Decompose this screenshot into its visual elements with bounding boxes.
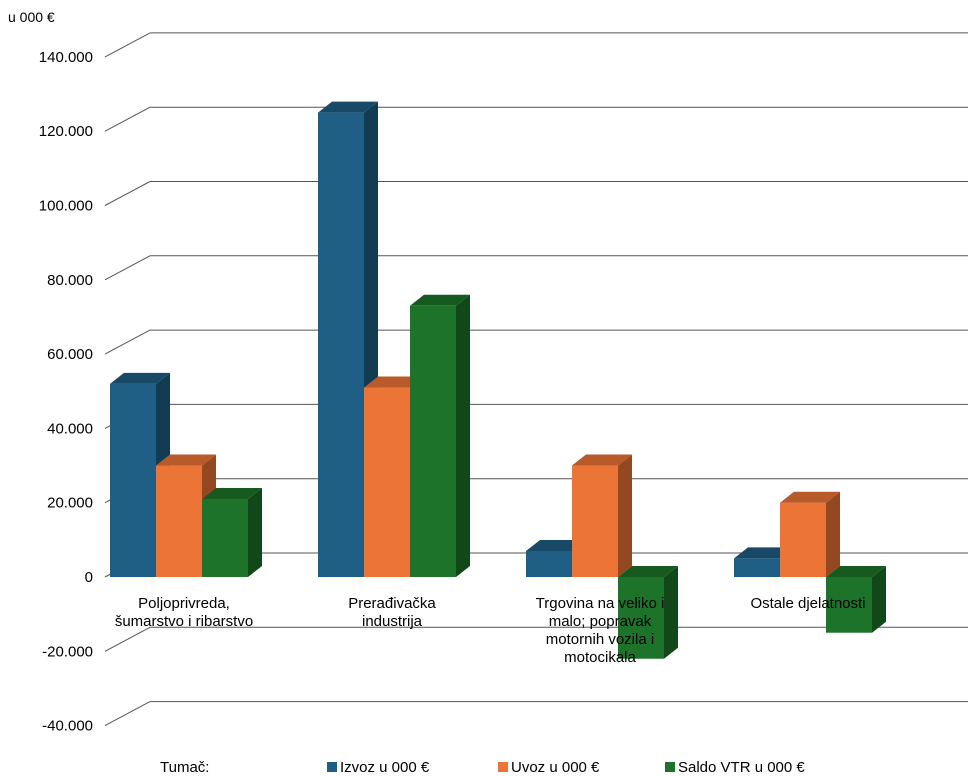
bar-top	[410, 294, 470, 306]
category-label-line: Poljoprivreda,	[138, 595, 230, 612]
unit-label: u 000 €	[8, 9, 55, 25]
y-tick-label: 20.000	[47, 495, 93, 512]
category-label: Poljoprivreda, šumarstvo i ribarstvo	[115, 595, 253, 630]
category-label-line: motornih vozila i	[546, 631, 654, 648]
bar-front	[364, 387, 410, 577]
bar	[780, 491, 840, 577]
bar-top	[780, 491, 840, 503]
category-label-line: Prerađivačka	[348, 595, 436, 612]
legend-swatch	[498, 762, 508, 772]
legend-entry: Saldo VTR u 000 €	[678, 759, 805, 776]
category-label: Trgovina na veliko i malo; popravak motorn…	[536, 595, 665, 666]
category-label: Prerađivačka industrija	[348, 595, 436, 630]
grid-line-diagonal	[104, 106, 151, 132]
bar-front	[318, 112, 364, 577]
bar	[202, 487, 262, 577]
grid-line-diagonal	[104, 32, 151, 58]
category-label-line: Trgovina na veliko i	[536, 595, 665, 612]
bar-front	[618, 577, 664, 659]
bar-front	[156, 465, 202, 577]
grid-line-diagonal	[104, 701, 151, 727]
bar-top	[826, 566, 886, 577]
category-labels: Poljoprivreda, šumarstvo i ribarstvo Prera…	[115, 595, 866, 666]
y-tick-label: 0	[85, 569, 93, 586]
bar-top	[572, 454, 632, 466]
bar-front	[202, 498, 248, 577]
y-tick-label: 80.000	[47, 272, 93, 289]
y-tick-label: -20.000	[42, 643, 93, 660]
y-tick-label: -40.000	[42, 718, 93, 735]
bar-side	[872, 566, 886, 633]
category-label: Ostale djelatnosti	[750, 595, 865, 612]
category-label-line: motocikala	[564, 649, 636, 666]
legend-swatch	[665, 762, 675, 772]
legend-entry: Uvoz u 000 €	[511, 759, 600, 776]
bar-front	[526, 550, 572, 577]
bar-front	[780, 502, 826, 577]
bar-top	[318, 101, 378, 113]
bar	[618, 566, 678, 659]
bar-front	[410, 305, 456, 577]
y-tick-label: 100.000	[39, 198, 93, 215]
y-tick-label: 60.000	[47, 346, 93, 363]
grid-line-diagonal	[104, 255, 151, 281]
bar-front	[734, 558, 780, 577]
y-tick-label: 40.000	[47, 420, 93, 437]
bar	[410, 294, 470, 577]
grid-line-diagonal	[104, 181, 151, 206]
legend-title: Tumač:	[160, 759, 209, 776]
legend: Tumač: Izvoz u 000 € Uvoz u 000 € Saldo VT…	[160, 759, 805, 776]
bar-side	[618, 454, 632, 577]
y-tick-label: 140.000	[39, 49, 93, 66]
bar-top	[110, 372, 170, 384]
bar-top	[202, 487, 262, 499]
bar	[826, 566, 886, 633]
bar-top	[364, 376, 424, 388]
bars	[110, 101, 886, 659]
bar	[572, 454, 632, 577]
bar-top	[618, 566, 678, 577]
legend-entry: Izvoz u 000 €	[340, 759, 430, 776]
bar-top	[734, 547, 794, 559]
category-label-line: industrija	[362, 613, 423, 630]
category-label-line: malo; popravak	[549, 613, 652, 630]
bar-front	[110, 383, 156, 577]
bar-side	[664, 566, 678, 659]
bar-front	[572, 465, 618, 577]
bar-front	[826, 577, 872, 633]
bar-top	[156, 454, 216, 466]
bar-side	[248, 487, 262, 577]
grid-line-diagonal	[104, 329, 151, 355]
legend-swatch	[327, 762, 337, 772]
bar-side	[456, 294, 470, 577]
bar-side	[826, 491, 840, 577]
bar-top	[526, 539, 586, 551]
grid-line-diagonal	[104, 626, 151, 652]
y-tick-label: 120.000	[39, 123, 93, 140]
y-axis-ticks: -40.000 -20.000 0 20.000 40.000 60.000 80.000 1…	[39, 49, 93, 735]
category-label-line: Ostale djelatnosti	[750, 595, 865, 612]
category-label-line: šumarstvo i ribarstvo	[115, 613, 253, 630]
